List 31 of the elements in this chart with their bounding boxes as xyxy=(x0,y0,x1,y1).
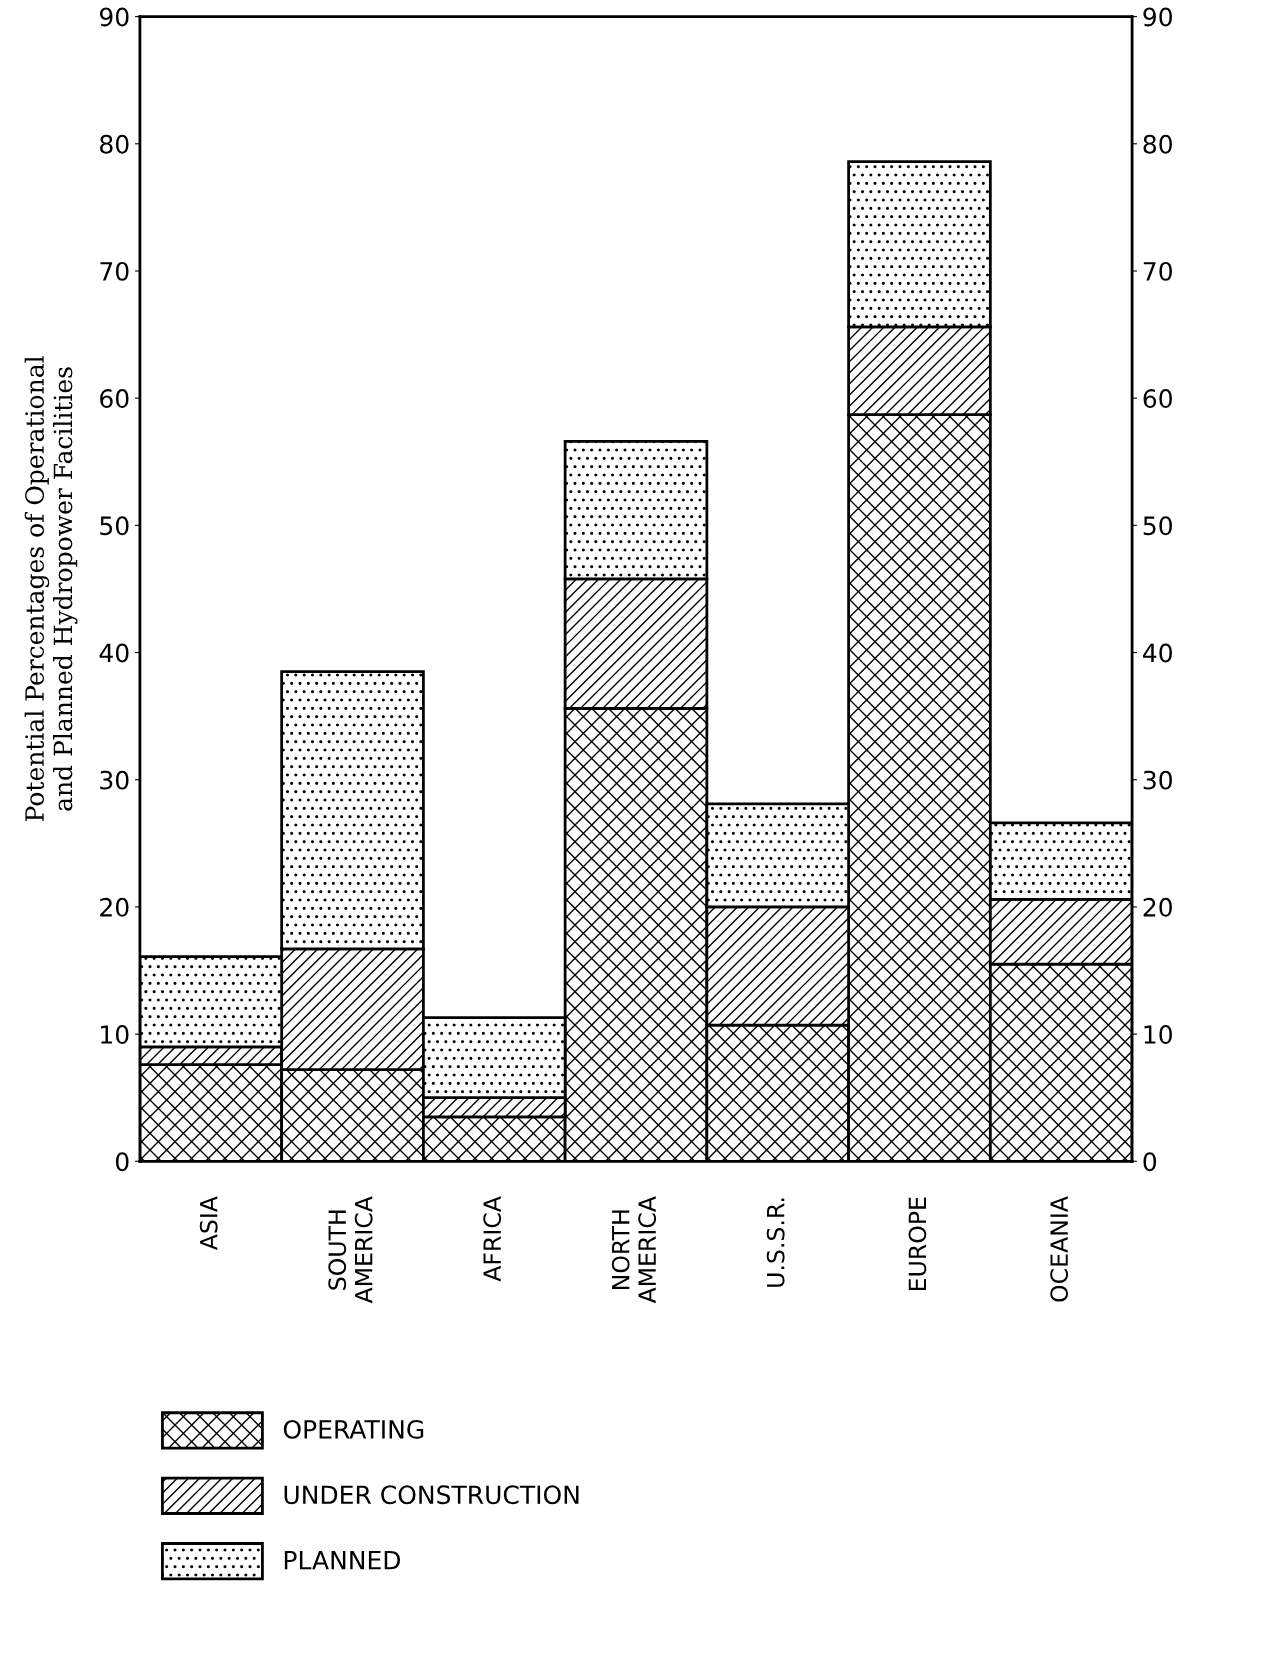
y-tick-label: 40 xyxy=(99,643,129,663)
y2-tick-label: 20 xyxy=(1143,897,1172,917)
y2-tick-label: 90 xyxy=(1143,7,1172,27)
legend-label: PLANNED xyxy=(284,1551,401,1570)
y-tick-label: 30 xyxy=(100,770,129,790)
y-tick-label: 90 xyxy=(99,7,129,27)
x-tick-label: U.S.S.R. xyxy=(766,1198,785,1287)
x-tick-label: AFRICA xyxy=(483,1196,502,1282)
y2-tick-label: 70 xyxy=(1143,261,1172,281)
y2-tick-label: 60 xyxy=(1143,389,1172,409)
y2-tick-label: 30 xyxy=(1143,770,1172,790)
x-tick-label: NORTH AMERICA xyxy=(611,1196,657,1304)
y-axis-title: Potential Percentages of Operational and Planned Hydropower Facilities xyxy=(24,356,78,822)
y-tick-label: 80 xyxy=(100,134,129,154)
y-tick-label: 70 xyxy=(100,261,129,281)
x-tick-label: ASIA xyxy=(199,1196,218,1251)
y-tick-label: 50 xyxy=(100,516,129,536)
x-tick-label: OCEANIA xyxy=(1050,1196,1069,1302)
y2-tick-label: 50 xyxy=(1143,516,1172,536)
legend-label: UNDER CONSTRUCTION xyxy=(284,1485,579,1505)
y2-tick-label: 40 xyxy=(1143,643,1172,663)
x-tick-label: EUROPE xyxy=(908,1197,927,1291)
y2-tick-label: 80 xyxy=(1143,134,1172,154)
y-tick-label: 0 xyxy=(115,1152,129,1172)
legend-label: OPERATING xyxy=(283,1419,424,1439)
y-tick-label: 20 xyxy=(100,897,129,917)
y-tick-label: 60 xyxy=(100,389,129,409)
y-tick-label: 10 xyxy=(101,1025,129,1044)
y2-tick-label: 10 xyxy=(1144,1025,1172,1044)
y2-tick-label: 0 xyxy=(1143,1152,1157,1172)
x-tick-label: SOUTH AMERICA xyxy=(328,1196,373,1304)
